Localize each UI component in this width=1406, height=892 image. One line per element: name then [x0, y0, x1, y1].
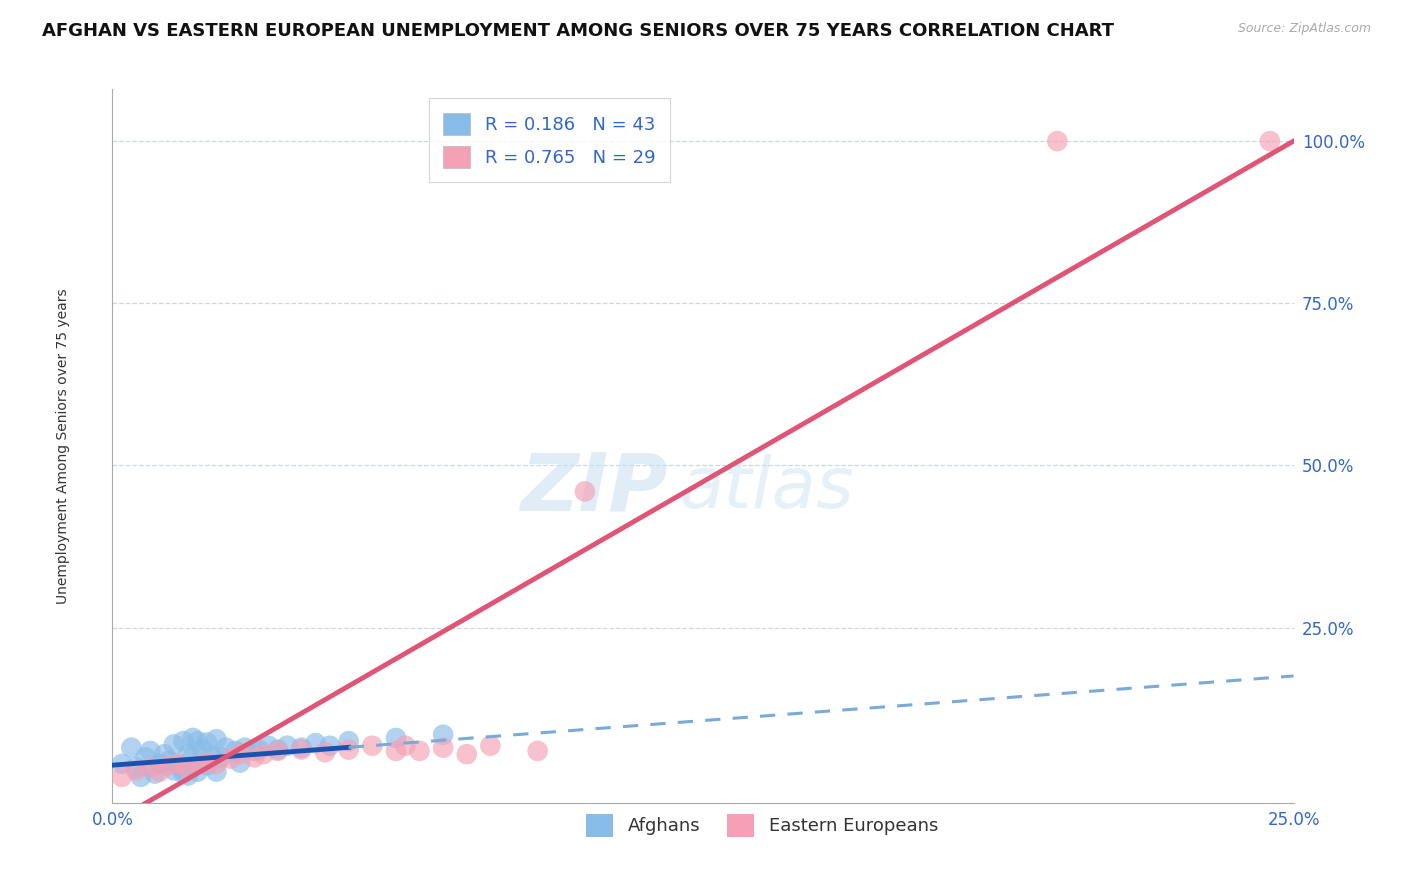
Point [337, 734, 360, 748]
Text: Source: ZipAtlas.com: Source: ZipAtlas.com [1237, 22, 1371, 36]
Point [224, 744, 246, 758]
Point [456, 747, 478, 761]
Point [276, 739, 298, 753]
Point [253, 747, 276, 761]
Point [139, 760, 162, 774]
Point [526, 744, 548, 758]
Point [432, 728, 454, 742]
Point [290, 742, 312, 756]
Point [337, 742, 360, 756]
Point [215, 740, 238, 755]
Point [257, 739, 280, 753]
Point [290, 740, 312, 755]
Point [229, 747, 252, 761]
Point [243, 744, 266, 758]
Point [186, 758, 208, 772]
Point [1046, 134, 1069, 148]
Point [163, 764, 186, 778]
Point [267, 742, 290, 756]
Point [195, 735, 218, 749]
Text: atlas: atlas [679, 454, 853, 524]
Point [479, 739, 502, 753]
Point [267, 744, 290, 758]
Point [205, 756, 228, 771]
Point [1258, 134, 1281, 148]
Point [201, 749, 224, 764]
Point [314, 745, 336, 759]
Point [247, 742, 270, 756]
Point [361, 739, 384, 753]
Point [304, 736, 326, 750]
Point [157, 758, 180, 772]
Point [209, 750, 232, 764]
Point [191, 742, 214, 756]
Point [111, 770, 134, 784]
Point [394, 739, 416, 753]
Point [135, 750, 157, 764]
Point [157, 754, 180, 768]
Point [172, 766, 194, 780]
Point [408, 744, 430, 758]
Point [125, 764, 148, 778]
Point [186, 734, 208, 748]
Point [177, 768, 200, 782]
Text: Unemployment Among Seniors over 75 years: Unemployment Among Seniors over 75 years [56, 288, 70, 604]
Point [172, 734, 194, 748]
Point [432, 740, 454, 755]
Point [163, 738, 186, 752]
Point [195, 758, 218, 772]
Point [186, 764, 208, 779]
Point [181, 750, 204, 764]
Point [219, 752, 242, 766]
Point [319, 739, 342, 753]
Point [120, 740, 142, 755]
Point [243, 750, 266, 764]
Point [111, 756, 134, 771]
Point [143, 766, 166, 780]
Text: ZIP: ZIP [520, 450, 668, 528]
Point [233, 740, 256, 755]
Point [153, 747, 176, 761]
Point [181, 731, 204, 745]
Text: AFGHAN VS EASTERN EUROPEAN UNEMPLOYMENT AMONG SENIORS OVER 75 YEARS CORRELATION : AFGHAN VS EASTERN EUROPEAN UNEMPLOYMENT … [42, 22, 1114, 40]
Point [195, 756, 218, 770]
Point [167, 756, 190, 771]
Point [139, 744, 162, 758]
Point [125, 760, 148, 774]
Point [229, 756, 252, 770]
Point [385, 731, 408, 745]
Point [385, 744, 408, 758]
Point [205, 764, 228, 779]
Point [149, 764, 172, 779]
Point [574, 484, 596, 499]
Point [167, 758, 190, 772]
Point [177, 762, 200, 776]
Point [205, 732, 228, 747]
Legend: Afghans, Eastern Europeans: Afghans, Eastern Europeans [579, 807, 945, 844]
Point [129, 770, 152, 784]
Point [149, 756, 172, 771]
Point [177, 747, 200, 761]
